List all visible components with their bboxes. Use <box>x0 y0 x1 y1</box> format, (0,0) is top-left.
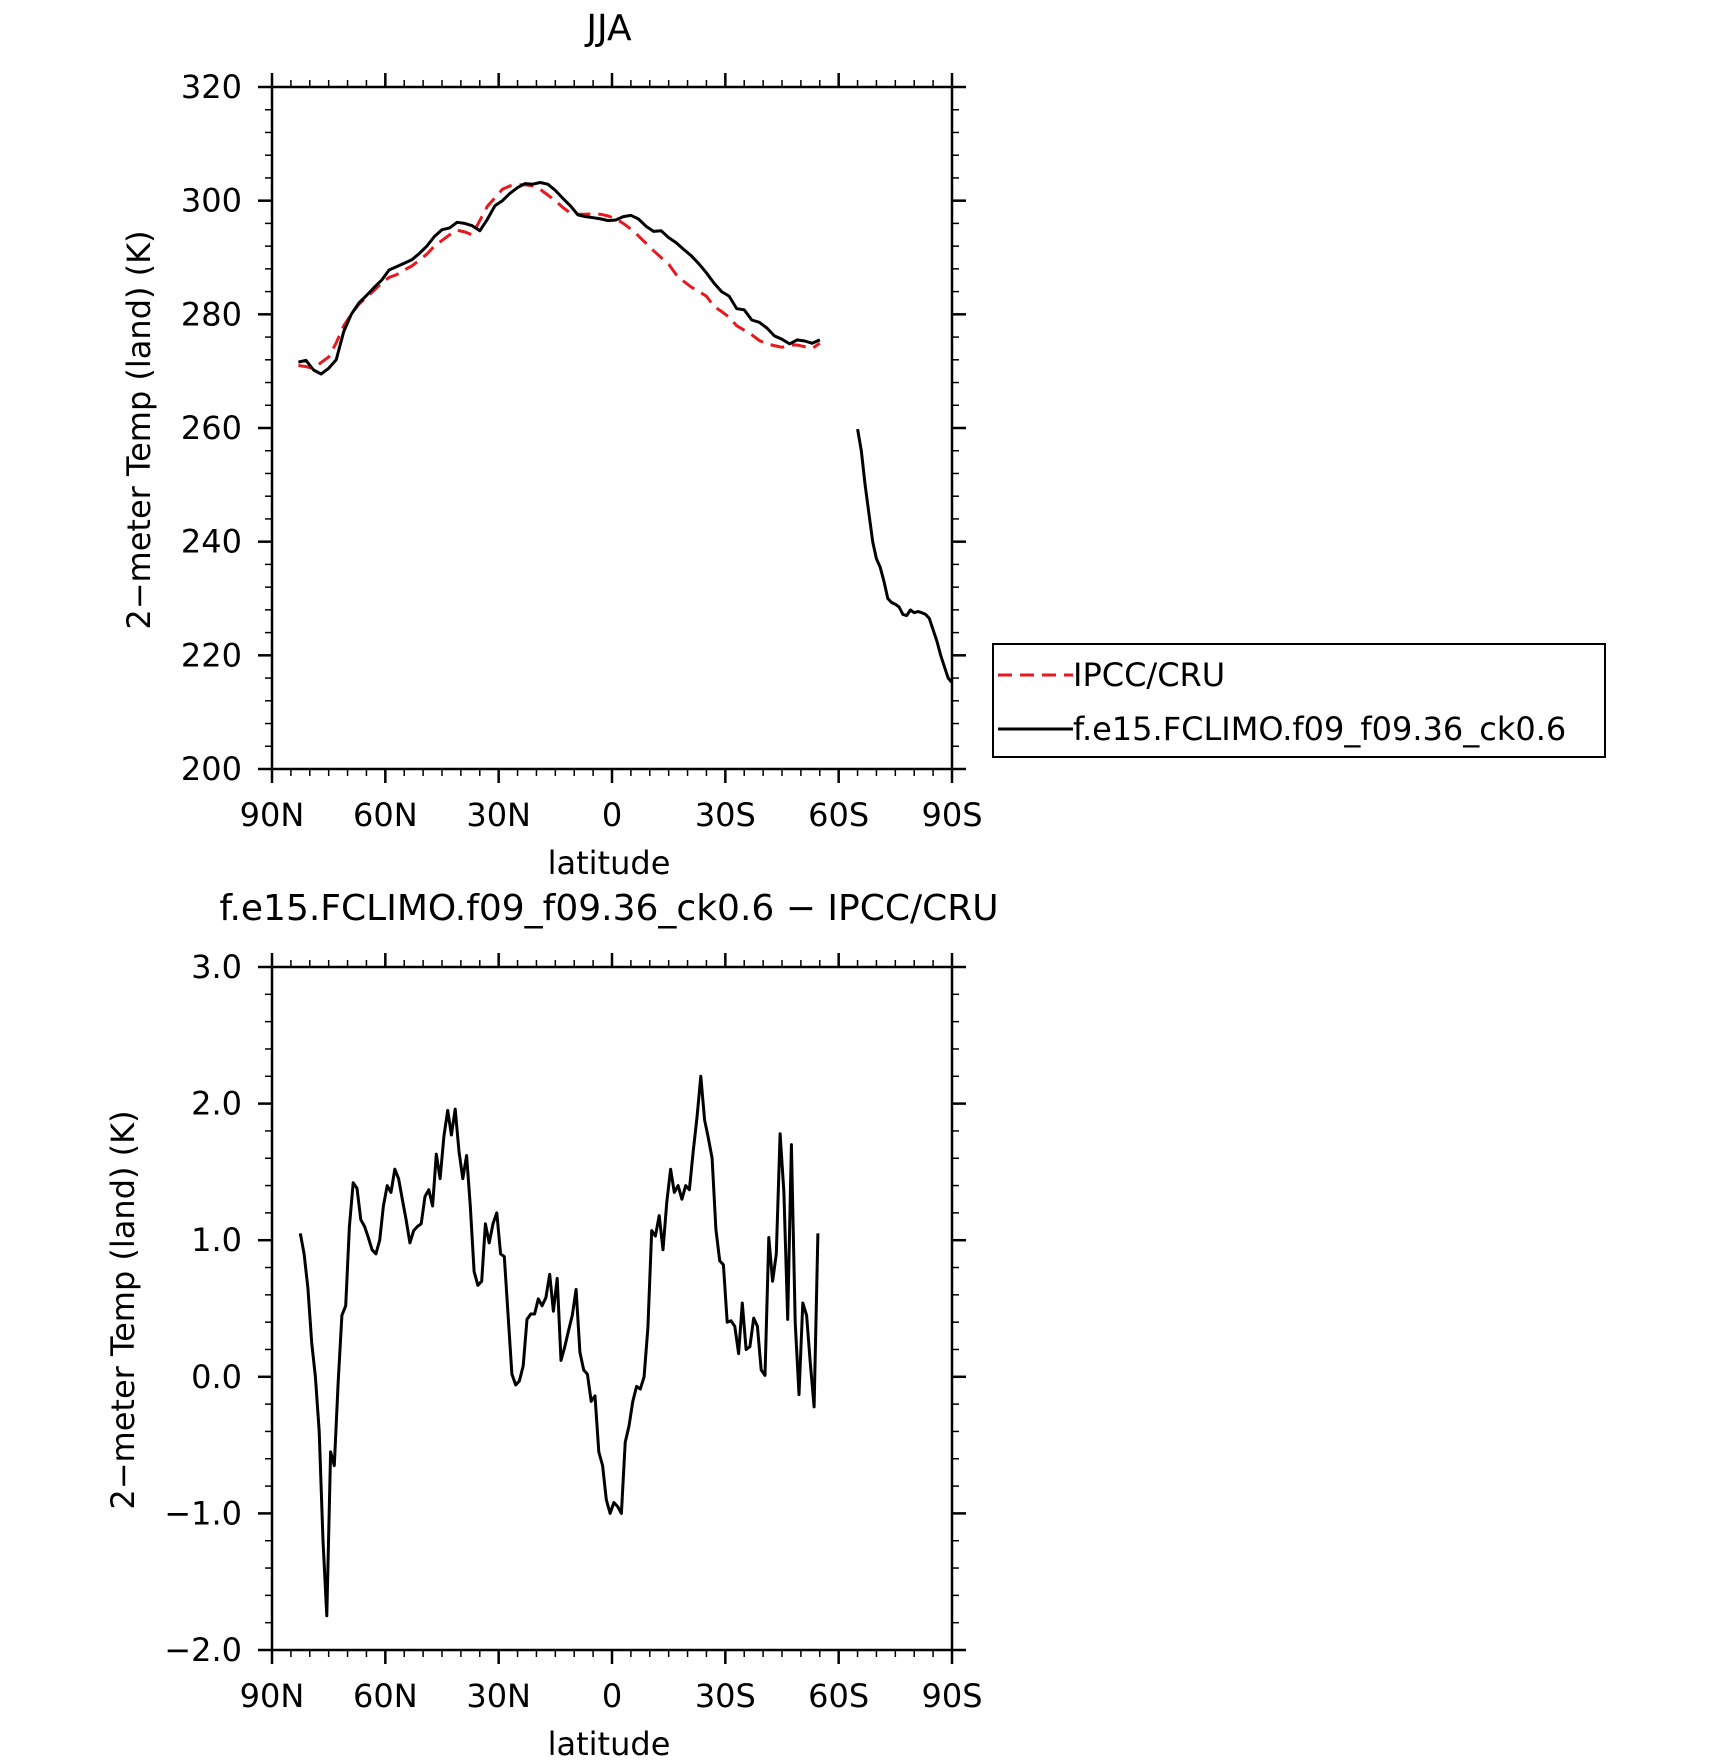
bottom-x-tick-label: 60N <box>353 1677 418 1715</box>
bottom-x-tick-label: 0 <box>602 1677 622 1715</box>
bottom-x-axis-label: latitude <box>548 1725 671 1762</box>
top-y-tick-label: 220 <box>181 636 242 674</box>
top-series-ipcc-cru <box>298 183 821 370</box>
top-x-tick-label: 90S <box>921 796 982 834</box>
bottom-panel: f.e15.FCLIMO.f09_f09.36_ck0.6 − IPCC/CRU… <box>104 888 999 1762</box>
top-y-tick-label: 280 <box>181 295 242 333</box>
top-panel: JJA latitude 2−meter Temp (land) (K) 90N… <box>120 8 1606 882</box>
top-x-tick-label: 30S <box>695 796 756 834</box>
legend-label-model: f.e15.FCLIMO.f09_f09.36_ck0.6 <box>1073 710 1566 748</box>
bottom-x-tick-label: 30N <box>466 1677 531 1715</box>
bottom-plot-frame <box>270 965 954 1652</box>
top-plot-frame <box>270 85 954 771</box>
bottom-x-tick-label: 90N <box>240 1677 305 1715</box>
top-y-tick-label: 200 <box>181 750 242 788</box>
top-x-tick-label: 30N <box>466 796 531 834</box>
bottom-chart-marks: 90N 60N 30N 0 30S 60S 90S −2.0 −1.0 0.0 1.0 2.0 3.0 <box>164 948 982 1715</box>
top-y-tick-label: 260 <box>181 409 242 447</box>
legend-label-ipcc-cru: IPCC/CRU <box>1073 656 1225 694</box>
top-y-axis-label: 2−meter Temp (land) (K) <box>120 230 158 629</box>
bottom-x-tick-label: 60S <box>808 1677 869 1715</box>
legend: IPCC/CRU f.e15.FCLIMO.f09_f09.36_ck0.6 <box>992 643 1606 758</box>
top-y-tick-label: 240 <box>181 523 242 561</box>
top-series-f-e15-fclimo-f09-f09-36-ck0-6 <box>298 181 954 684</box>
top-x-tick-label: 60S <box>808 796 869 834</box>
legend-box <box>992 643 1606 758</box>
bottom-x-tick-label: 90S <box>921 1677 982 1715</box>
top-x-tick-label: 0 <box>602 796 622 834</box>
bottom-y-tick-label: 1.0 <box>191 1221 242 1259</box>
bottom-y-tick-label: 2.0 <box>191 1085 242 1123</box>
top-y-tick-label: 320 <box>181 68 242 106</box>
bottom-chart-title: f.e15.FCLIMO.f09_f09.36_ck0.6 − IPCC/CRU <box>219 888 998 929</box>
top-y-tick-label: 300 <box>181 182 242 220</box>
bottom-y-axis-label: 2−meter Temp (land) (K) <box>104 1110 142 1509</box>
bottom-series-line-0 <box>298 1074 820 1618</box>
bottom-x-tick-label: 30S <box>695 1677 756 1715</box>
top-x-axis-label: latitude <box>548 844 671 882</box>
top-chart-title: JJA <box>584 8 632 49</box>
bottom-y-tick-label: −2.0 <box>164 1631 242 1669</box>
top-x-tick-label: 90N <box>240 796 305 834</box>
bottom-y-tick-label: −1.0 <box>164 1494 242 1532</box>
top-chart-marks: 90N 60N 30N 0 30S 60S 90S 200 220 240 260 280 300 320 <box>181 68 983 834</box>
bottom-y-tick-label: 0.0 <box>191 1358 242 1396</box>
top-x-tick-label: 60N <box>353 796 418 834</box>
bottom-y-tick-label: 3.0 <box>191 948 242 986</box>
